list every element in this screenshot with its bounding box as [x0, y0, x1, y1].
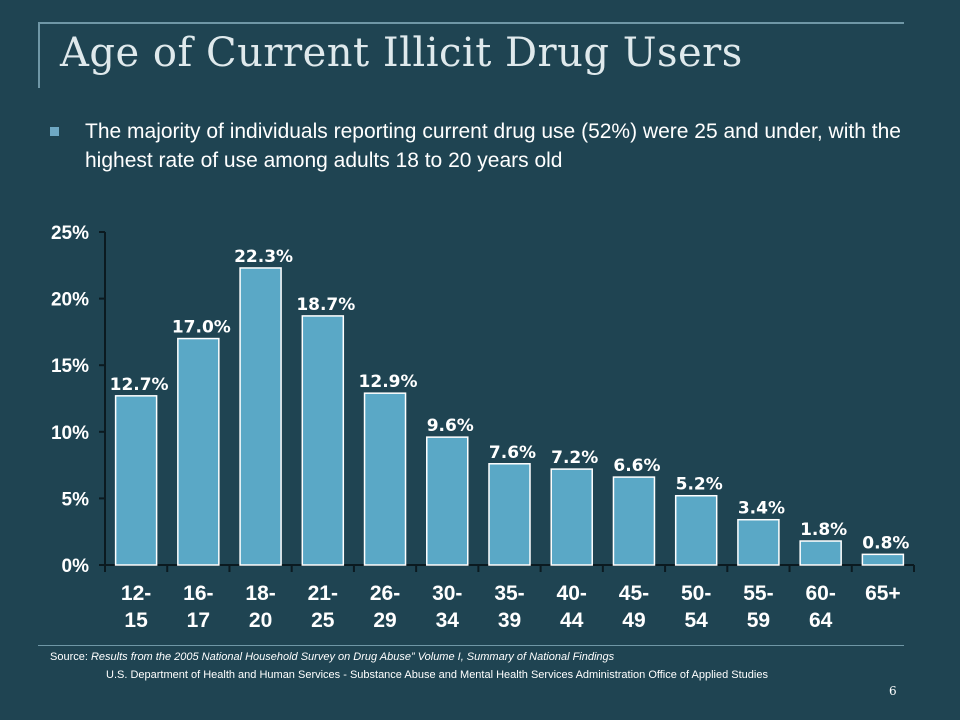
page-number: 6	[889, 684, 897, 698]
data-labels: 12.7% 17.0% 22.3% 18.7% 12.9% 9.6% 7.6% 7.2% 6.6…	[110, 247, 910, 553]
x-tick-label: 34	[436, 609, 460, 632]
y-axis: 0% 5% 10% 15% 20% 25%	[51, 223, 106, 577]
source-title: Results from the 2005 National Household…	[90, 651, 615, 663]
x-tick-label: 45-	[619, 582, 649, 605]
data-label: 7.6%	[489, 443, 536, 463]
data-label: 22.3%	[234, 247, 293, 267]
x-tick-label: 60-	[805, 582, 835, 605]
x-tick-label: 35-	[494, 582, 524, 605]
x-tick-label: 15	[124, 609, 148, 632]
y-tick-label: 5%	[62, 489, 90, 510]
bars	[114, 267, 905, 566]
y-tick-label: 10%	[51, 423, 89, 444]
data-label: 17.0%	[172, 318, 231, 338]
bullet-marker	[50, 127, 59, 136]
bar-chart: 0% 5% 10% 15% 20% 25% 12- 15 16- 17 18- 20 21- 25 26-…	[51, 223, 915, 632]
x-tick-label: 25	[311, 609, 335, 632]
data-label: 12.9%	[359, 372, 418, 392]
x-tick-label: 49	[622, 609, 645, 632]
bar	[239, 267, 282, 566]
source-label: Source:	[50, 651, 88, 663]
x-tick-label: 20	[249, 609, 272, 632]
bar	[861, 553, 905, 566]
y-tick-label: 0%	[62, 556, 90, 577]
footer-rule	[38, 645, 904, 646]
bar	[301, 315, 345, 566]
x-tick-label: 54	[685, 609, 709, 632]
y-tick-label: 25%	[51, 223, 89, 244]
data-label: 12.7%	[110, 375, 169, 395]
source-agency: U.S. Department of Health and Human Serv…	[106, 669, 768, 681]
source-line: Source: Results from the 2005 National H…	[50, 651, 910, 663]
x-tick-label: 30-	[432, 582, 462, 605]
data-label: 9.6%	[427, 416, 474, 436]
x-tick-label: 21-	[308, 582, 338, 605]
data-label: 18.7%	[296, 295, 355, 315]
x-axis: 12- 15 16- 17 18- 20 21- 25 26- 29 30- 34 35- 39 40- 44…	[104, 564, 915, 632]
x-tick-label: 64	[809, 609, 833, 632]
data-label: 7.2%	[551, 448, 598, 468]
x-tick-label: 18-	[245, 582, 275, 605]
bar	[799, 540, 842, 566]
x-tick-label: 26-	[370, 582, 400, 605]
x-tick-label: 44	[560, 609, 584, 632]
bar	[550, 468, 593, 566]
x-tick-label: 16-	[183, 582, 213, 605]
data-label: 5.2%	[676, 475, 723, 495]
y-tick-label: 15%	[51, 356, 89, 377]
bar	[612, 476, 656, 566]
bar	[488, 463, 531, 566]
header-rule	[38, 22, 904, 24]
data-label: 6.6%	[613, 456, 660, 476]
x-tick-label: 17	[187, 609, 210, 632]
x-tick-label: 39	[498, 609, 521, 632]
bar	[114, 395, 158, 566]
data-label: 3.4%	[738, 499, 785, 519]
bar	[177, 337, 220, 566]
bar	[674, 494, 718, 566]
x-tick-label: 40-	[557, 582, 587, 605]
x-tick-label: 65+	[865, 582, 901, 605]
x-tick-label: 29	[373, 609, 396, 632]
x-tick-label: 12-	[121, 582, 151, 605]
x-tick-label: 55-	[743, 582, 773, 605]
bullet-text: The majority of individuals reporting cu…	[85, 120, 901, 172]
header-side-rule	[38, 22, 40, 88]
data-label: 1.8%	[800, 520, 847, 540]
bar	[363, 392, 407, 566]
y-tick-label: 20%	[51, 290, 89, 311]
x-tick-label: 59	[747, 609, 770, 632]
bar	[737, 518, 780, 566]
data-label: 0.8%	[862, 533, 909, 553]
slide-title: Age of Current Illicit Drug Users	[60, 30, 743, 76]
x-tick-label: 50-	[681, 582, 711, 605]
bar	[426, 436, 469, 566]
